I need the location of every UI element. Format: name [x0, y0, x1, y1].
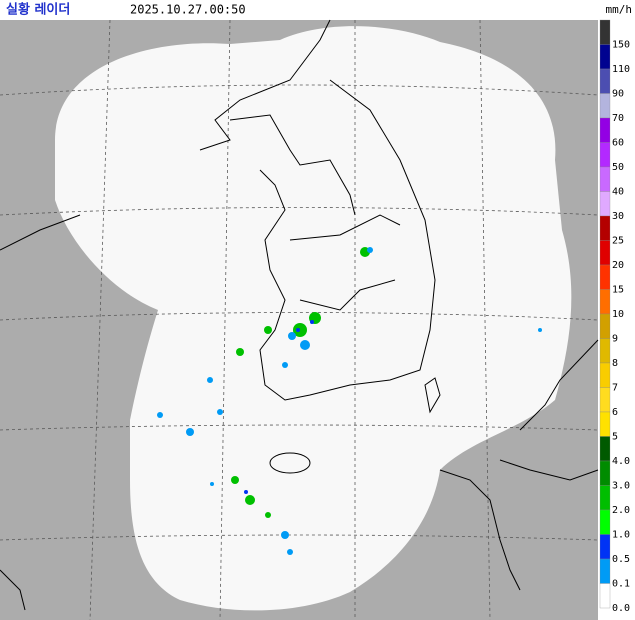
legend-label: 20 [612, 260, 624, 271]
legend-label: 0.5 [612, 554, 630, 565]
legend-swatch [599, 142, 611, 168]
legend-label: 6 [612, 407, 618, 418]
legend-label: 110 [612, 64, 630, 75]
legend-swatch [599, 509, 611, 535]
legend-swatch [599, 191, 611, 217]
legend-swatch [599, 44, 611, 70]
legend-swatch [599, 583, 611, 609]
legend-label: 40 [612, 187, 624, 198]
legend-swatch [599, 240, 611, 266]
legend-swatch [599, 362, 611, 388]
legend-swatch [599, 19, 611, 45]
legend-swatch [599, 166, 611, 192]
legend-label: 8 [612, 358, 618, 369]
legend-swatch [599, 313, 611, 339]
legend-swatch [599, 485, 611, 511]
legend-swatch [599, 436, 611, 462]
legend-label: 10 [612, 309, 624, 320]
legend-label: 2.0 [612, 505, 630, 516]
legend-swatch [599, 289, 611, 315]
grid-lines [0, 19, 599, 620]
radar-echoes [157, 247, 542, 555]
legend-swatch [599, 68, 611, 94]
legend-swatch [599, 264, 611, 290]
coastlines [0, 19, 599, 611]
legend-swatch [599, 387, 611, 413]
legend-label: 90 [612, 89, 624, 100]
legend-label: 25 [612, 236, 624, 247]
legend-label: 1.0 [612, 530, 630, 541]
legend-label: 4.0 [612, 456, 630, 467]
legend-label: 0.0 [612, 603, 630, 614]
legend-label: 30 [612, 211, 624, 222]
legend-swatch [599, 558, 611, 584]
legend: 150 110 90 70 60 50 40 30 25 20 15 10 9 8 7 6 5 4.0 3.0 2.0… [599, 19, 630, 614]
legend-label: 60 [612, 138, 624, 149]
legend-label: 150 [612, 40, 630, 51]
legend-swatch [599, 460, 611, 486]
legend-swatch [599, 411, 611, 437]
legend-label: 70 [612, 113, 624, 124]
legend-label: 5 [612, 432, 618, 443]
legend-swatch [599, 93, 611, 119]
legend-label: 9 [612, 334, 618, 345]
unit: mm/h [606, 3, 633, 16]
legend-swatch [599, 215, 611, 241]
title: 실황 레이더 [6, 2, 70, 18]
legend-label: 0.1 [612, 579, 630, 590]
legend-swatch [599, 338, 611, 364]
legend-swatch [599, 534, 611, 560]
map [0, 19, 599, 620]
top-bar [0, 0, 635, 20]
legend-swatch [599, 117, 611, 143]
legend-label: 50 [612, 162, 624, 173]
legend-label: 15 [612, 285, 624, 296]
time: 2025.10.27.00:50 [130, 3, 246, 17]
legend-label: 3.0 [612, 481, 630, 492]
legend-label: 7 [612, 383, 618, 394]
